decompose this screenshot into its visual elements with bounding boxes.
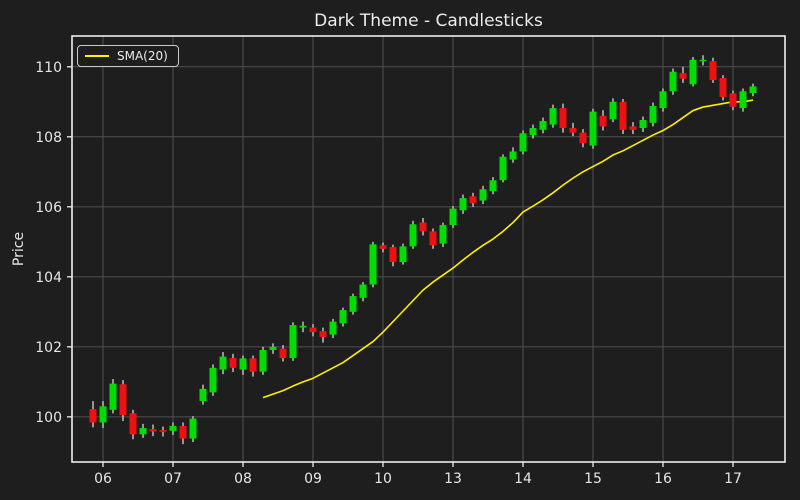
candle-body (559, 108, 567, 129)
candle-body (249, 358, 257, 372)
candle-body (689, 59, 697, 85)
candle-body (699, 59, 707, 62)
candle-body (319, 331, 327, 338)
candle-body (479, 189, 487, 201)
candle-body (169, 425, 177, 431)
candle-body (609, 101, 617, 120)
candle-body (309, 327, 317, 333)
sma-line-swatch-icon (85, 55, 109, 57)
candle-body (649, 106, 657, 123)
y-tick-label: 102 (35, 340, 62, 356)
legend: SMA(20) (77, 45, 179, 67)
y-tick-label: 104 (35, 270, 62, 286)
candle-body (209, 367, 217, 393)
candle-body (179, 425, 187, 439)
candle-body (109, 383, 117, 410)
candle-body (749, 86, 757, 94)
candle-body (149, 429, 157, 432)
candle-body (389, 247, 397, 263)
candle-body (519, 133, 527, 152)
chart-title: Dark Theme - Candlesticks (314, 11, 543, 31)
candle-body (509, 151, 517, 160)
candle-body (229, 358, 237, 368)
y-tick-label: 108 (35, 130, 62, 146)
candle-body (259, 349, 267, 372)
candle-body (579, 132, 587, 144)
candle-body (469, 196, 477, 204)
x-tick-label: 17 (724, 471, 742, 487)
candle-body (489, 180, 497, 192)
candle-body (629, 126, 637, 130)
sma-line (262, 99, 754, 399)
candle-body (439, 225, 447, 244)
candle-body (199, 388, 207, 402)
x-tick-label: 16 (654, 471, 672, 487)
plot-border (71, 35, 786, 463)
candle-body (139, 428, 147, 435)
candle-body (459, 198, 467, 211)
candle-body (589, 111, 597, 146)
candle-body (529, 128, 537, 136)
candle-body (719, 78, 727, 97)
candle-body (669, 71, 677, 92)
x-tick-label: 06 (94, 471, 112, 487)
legend-label-sma: SMA(20) (117, 49, 168, 63)
x-tick-label: 13 (444, 471, 462, 487)
candle-body (349, 296, 357, 312)
candle-body (129, 413, 137, 435)
candle-body (419, 222, 427, 232)
candle-body (659, 91, 667, 109)
x-tick-label: 14 (514, 471, 532, 487)
candle-body (369, 244, 377, 285)
x-tick-label: 07 (164, 471, 182, 487)
candle-body (269, 346, 277, 350)
candle-body (729, 93, 737, 107)
candle-body (339, 310, 347, 324)
y-tick-label: 110 (35, 60, 62, 76)
x-tick-label: 15 (584, 471, 602, 487)
x-tick-label: 08 (234, 471, 252, 487)
candle-body (189, 418, 197, 439)
candle-body (639, 120, 647, 129)
candle-body (599, 115, 607, 127)
candle-body (499, 156, 507, 181)
candle-body (219, 356, 227, 370)
candle-body (449, 208, 457, 226)
candle-body (679, 73, 687, 79)
candle-body (539, 121, 547, 130)
candle-body (279, 348, 287, 359)
x-tick-label: 09 (304, 471, 322, 487)
y-tick-label: 100 (35, 410, 62, 426)
candle-body (399, 246, 407, 263)
candle-body (409, 224, 417, 247)
candle-body (119, 384, 127, 416)
candle-body (429, 231, 437, 246)
candle-body (239, 358, 247, 370)
candle-body (289, 325, 297, 359)
candle-body (99, 406, 107, 423)
candle-body (709, 61, 717, 81)
y-tick-label: 106 (35, 200, 62, 216)
candle-body (549, 108, 557, 125)
candle-body (329, 321, 337, 335)
candle-body (379, 245, 387, 249)
x-tick-label: 10 (374, 471, 392, 487)
candle-body (299, 325, 307, 328)
candle-body (619, 101, 627, 130)
candle-body (89, 409, 97, 423)
candle-body (359, 284, 367, 298)
candle-body (159, 430, 167, 432)
candle-body (569, 128, 577, 133)
candle-body (739, 91, 747, 109)
